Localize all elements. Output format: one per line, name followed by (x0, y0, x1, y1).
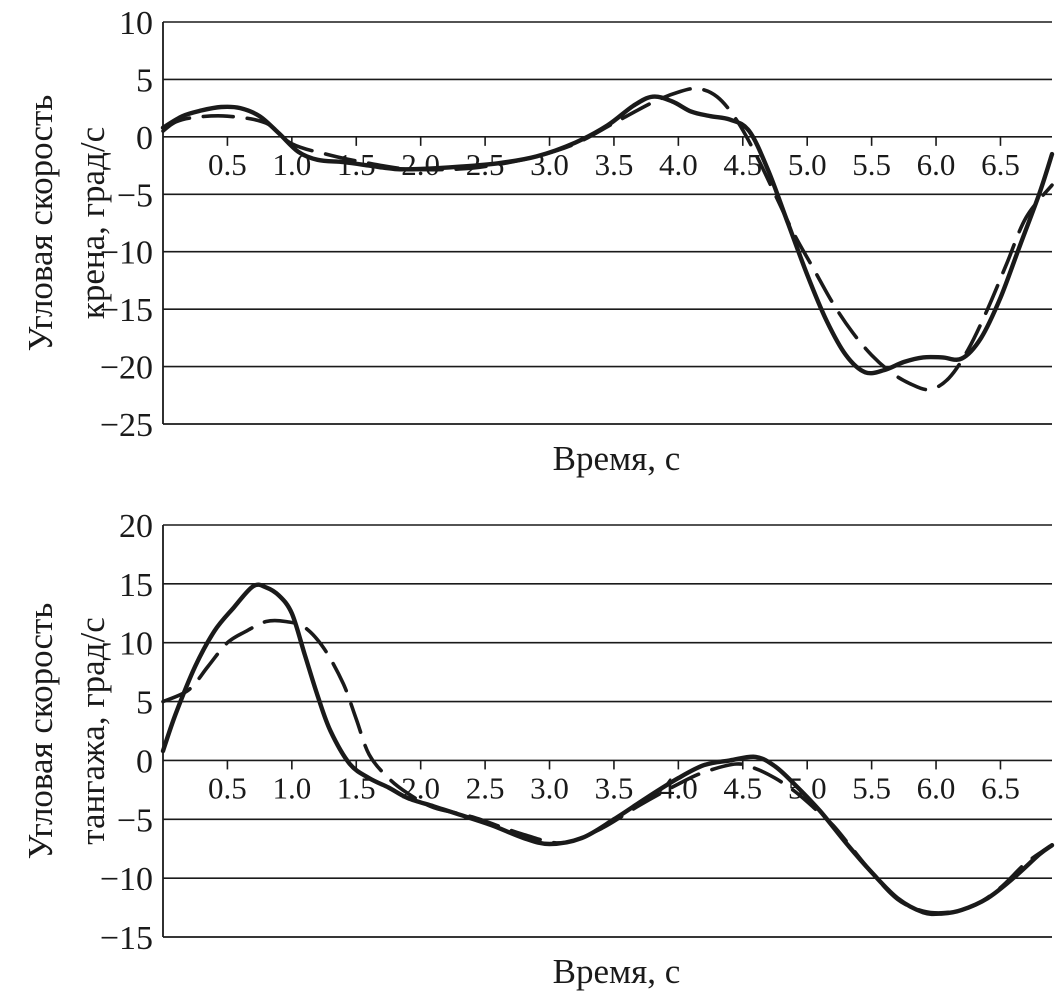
chart2-y-tick-label: 20 (119, 508, 153, 545)
chart1-y-axis-title-line2: крена, град/с (73, 127, 112, 319)
chart1-x-tick-label: 5.0 (788, 147, 827, 182)
chart1-x-tick-label: 3.5 (595, 147, 634, 182)
chart2-y-tick-label: 10 (119, 626, 153, 663)
chart1-x-tick-label: 0.5 (208, 147, 247, 182)
chart2-x-tick-label: 3.0 (530, 770, 569, 805)
chart1-y-tick-label: 5 (136, 62, 153, 99)
chart1-x-tick-label: 4.5 (723, 147, 762, 182)
chart1-x-tick-label: 5.5 (852, 147, 891, 182)
chart2-y-tick-label: 5 (136, 685, 153, 722)
chart1-y-tick-label: 0 (136, 120, 153, 157)
chart2-x-axis-title: Время, с (553, 952, 681, 991)
chart1-x-axis-title: Время, с (553, 439, 681, 478)
chart2-y-tick-label: −15 (100, 920, 153, 957)
chart1-series-solid-line (160, 94, 1055, 376)
chart2-y-tick-label: 15 (119, 567, 153, 604)
chart1-series-dashed-line (161, 86, 1054, 392)
chart2-x-tick-label: 5.5 (852, 770, 891, 805)
chart2-x-tick-label: 6.5 (981, 770, 1020, 805)
chart1-y-tick-label: 10 (119, 5, 153, 42)
chart2-x-tick-label: 3.5 (595, 770, 634, 805)
chart2-series-dashed-line (161, 618, 1054, 915)
chart1-x-tick-label: 4.0 (659, 147, 698, 182)
chart2-x-tick-label: 1.0 (272, 770, 311, 805)
chart1-x-tick-label: 6.5 (981, 147, 1020, 182)
chart2-x-tick-label: 6.0 (917, 770, 956, 805)
chart2-y-tick-label: −5 (117, 802, 153, 839)
chart2-y-axis-title-line2: тангажа, град/с (73, 617, 112, 845)
chart2-series-solid-line (160, 582, 1055, 917)
chart1-x-tick-label: 1.0 (272, 147, 311, 182)
chart2-x-tick-label: 4.5 (723, 770, 762, 805)
chart2-x-tick-label: 1.5 (337, 770, 376, 805)
chart1-y-tick-label: −10 (100, 235, 153, 272)
chart2-y-axis-title-line1: Угловая скорость (21, 603, 60, 860)
chart1-x-tick-label: 6.0 (917, 147, 956, 182)
chart1-y-axis-title-line1: Угловая скорость (21, 95, 60, 352)
chart2-y-tick-label: −10 (100, 861, 153, 898)
chart1-y-tick-label: −15 (100, 292, 153, 329)
chart2-x-tick-label: 2.5 (466, 770, 505, 805)
chart1-y-tick-label: −5 (117, 177, 153, 214)
chart1-y-tick-label: −25 (100, 407, 153, 444)
chart2-y-tick-label: 0 (136, 743, 153, 780)
chart1-x-tick-label: 2.0 (401, 147, 440, 182)
chart2-x-tick-label: 0.5 (208, 770, 247, 805)
chart1-y-tick-label: −20 (100, 350, 153, 387)
